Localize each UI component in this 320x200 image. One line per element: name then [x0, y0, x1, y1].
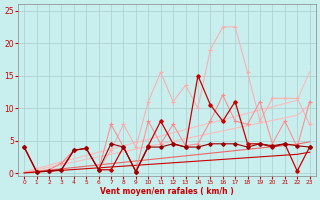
X-axis label: Vent moyen/en rafales ( km/h ): Vent moyen/en rafales ( km/h ): [100, 187, 234, 196]
